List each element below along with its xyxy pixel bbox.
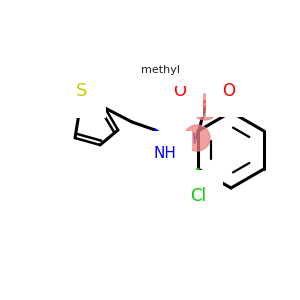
Text: S: S (76, 82, 88, 100)
Text: Cl: Cl (190, 187, 206, 205)
Circle shape (184, 125, 210, 151)
Text: methyl: methyl (142, 65, 181, 75)
Text: O: O (173, 82, 187, 100)
Circle shape (192, 94, 218, 120)
Text: NH: NH (154, 146, 176, 161)
Text: O: O (223, 82, 236, 100)
